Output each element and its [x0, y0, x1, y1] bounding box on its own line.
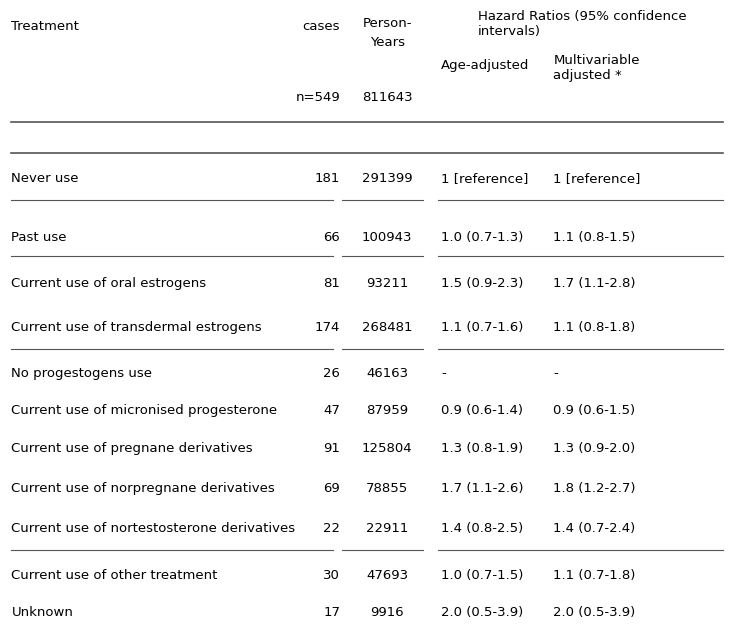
Text: 100943: 100943 [362, 231, 412, 243]
Text: Current use of oral estrogens: Current use of oral estrogens [12, 277, 207, 290]
Text: 1.0 (0.7-1.5): 1.0 (0.7-1.5) [442, 569, 523, 582]
Text: 93211: 93211 [366, 277, 409, 290]
Text: 1 [reference]: 1 [reference] [553, 172, 641, 185]
Text: Current use of norpregnane derivatives: Current use of norpregnane derivatives [12, 482, 275, 495]
Text: 30: 30 [323, 569, 340, 582]
Text: 1.1 (0.7-1.8): 1.1 (0.7-1.8) [553, 569, 636, 582]
Text: Current use of other treatment: Current use of other treatment [12, 569, 218, 582]
Text: 1 [reference]: 1 [reference] [442, 172, 529, 185]
Text: 291399: 291399 [362, 172, 412, 185]
Text: 1.4 (0.7-2.4): 1.4 (0.7-2.4) [553, 523, 636, 535]
Text: 46163: 46163 [366, 367, 408, 381]
Text: Person-: Person- [363, 16, 412, 30]
Text: 87959: 87959 [366, 404, 408, 418]
Text: Never use: Never use [12, 172, 79, 185]
Text: 1.7 (1.1-2.8): 1.7 (1.1-2.8) [553, 277, 636, 290]
Text: 1.4 (0.8-2.5): 1.4 (0.8-2.5) [442, 523, 523, 535]
Text: 125804: 125804 [362, 442, 412, 455]
Text: 9916: 9916 [371, 606, 404, 619]
Text: No progestogens use: No progestogens use [12, 367, 152, 381]
Text: Current use of pregnane derivatives: Current use of pregnane derivatives [12, 442, 253, 455]
Text: 1.1 (0.8-1.8): 1.1 (0.8-1.8) [553, 321, 636, 334]
Text: 811643: 811643 [362, 91, 412, 104]
Text: 1.7 (1.1-2.6): 1.7 (1.1-2.6) [442, 482, 524, 495]
Text: 47: 47 [323, 404, 340, 418]
Text: 22911: 22911 [366, 523, 409, 535]
Text: -: - [553, 367, 558, 381]
Text: 0.9 (0.6-1.5): 0.9 (0.6-1.5) [553, 404, 635, 418]
Text: 2.0 (0.5-3.9): 2.0 (0.5-3.9) [442, 606, 523, 619]
Text: 1.3 (0.9-2.0): 1.3 (0.9-2.0) [553, 442, 636, 455]
Text: Multivariable
adjusted *: Multivariable adjusted * [553, 54, 640, 82]
Text: 1.5 (0.9-2.3): 1.5 (0.9-2.3) [442, 277, 523, 290]
Text: Current use of transdermal estrogens: Current use of transdermal estrogens [12, 321, 262, 334]
Text: 0.9 (0.6-1.4): 0.9 (0.6-1.4) [442, 404, 523, 418]
Text: 26: 26 [323, 367, 340, 381]
Text: n=549: n=549 [295, 91, 340, 104]
Text: Treatment: Treatment [12, 19, 79, 33]
Text: 1.3 (0.8-1.9): 1.3 (0.8-1.9) [442, 442, 523, 455]
Text: 1.1 (0.8-1.5): 1.1 (0.8-1.5) [553, 231, 636, 243]
Text: 66: 66 [323, 231, 340, 243]
Text: 47693: 47693 [366, 569, 408, 582]
Text: 81: 81 [323, 277, 340, 290]
Text: 1.1 (0.7-1.6): 1.1 (0.7-1.6) [442, 321, 523, 334]
Text: 1.0 (0.7-1.3): 1.0 (0.7-1.3) [442, 231, 523, 243]
Text: 78855: 78855 [366, 482, 409, 495]
Text: Age-adjusted: Age-adjusted [442, 58, 530, 72]
Text: Unknown: Unknown [12, 606, 73, 619]
Text: Current use of micronised progesterone: Current use of micronised progesterone [12, 404, 278, 418]
Text: 69: 69 [323, 482, 340, 495]
Text: 268481: 268481 [362, 321, 412, 334]
Text: 2.0 (0.5-3.9): 2.0 (0.5-3.9) [553, 606, 636, 619]
Text: Past use: Past use [12, 231, 67, 243]
Text: Current use of nortestosterone derivatives: Current use of nortestosterone derivativ… [12, 523, 295, 535]
Text: Years: Years [370, 36, 405, 50]
Text: 174: 174 [315, 321, 340, 334]
Text: 17: 17 [323, 606, 340, 619]
Text: 91: 91 [323, 442, 340, 455]
Text: 1.8 (1.2-2.7): 1.8 (1.2-2.7) [553, 482, 636, 495]
Text: Hazard Ratios (95% confidence
intervals): Hazard Ratios (95% confidence intervals) [478, 10, 686, 38]
Text: -: - [442, 367, 446, 381]
Text: cases: cases [303, 19, 340, 33]
Text: 22: 22 [323, 523, 340, 535]
Text: 181: 181 [315, 172, 340, 185]
